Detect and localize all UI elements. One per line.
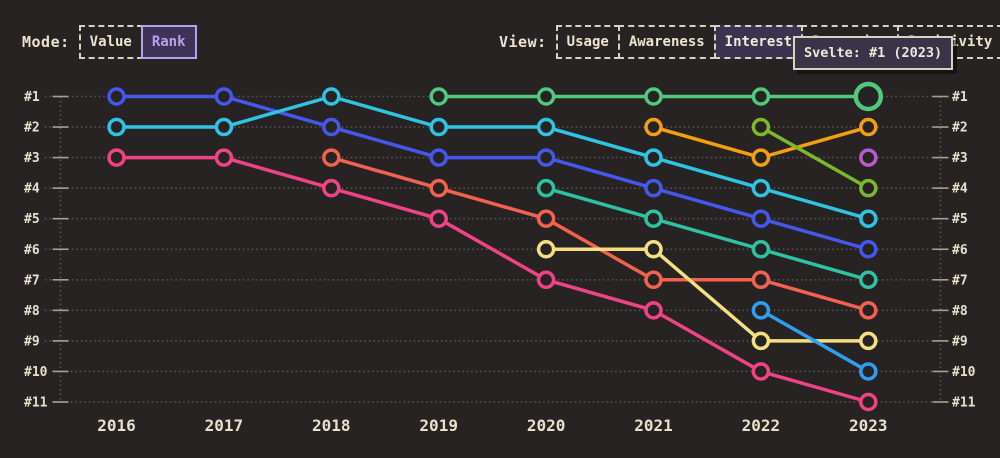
data-point[interactable] <box>751 87 771 106</box>
data-point[interactable] <box>107 87 126 106</box>
series-line-cyan <box>116 94 869 221</box>
data-point[interactable] <box>644 87 663 106</box>
data-point[interactable] <box>536 270 556 290</box>
data-point[interactable] <box>751 362 771 381</box>
data-point[interactable] <box>859 362 878 381</box>
rank-label-left: #7 <box>24 273 40 288</box>
rank-label-right: #9 <box>952 334 968 349</box>
rank-label-right: #3 <box>952 151 968 166</box>
data-point[interactable] <box>429 178 448 198</box>
data-point[interactable] <box>107 117 126 137</box>
data-point[interactable] <box>214 148 234 167</box>
data-point[interactable] <box>536 240 556 259</box>
data-point[interactable] <box>644 301 663 320</box>
tooltip: Svelte: #1 (2023) <box>793 36 954 70</box>
data-point[interactable] <box>429 209 448 228</box>
data-point[interactable] <box>751 240 771 259</box>
data-point[interactable] <box>644 240 663 259</box>
rank-label-left: #10 <box>24 365 48 380</box>
data-point[interactable] <box>859 117 878 137</box>
rank-label-right: #8 <box>952 304 968 319</box>
rank-label-right: #1 <box>952 90 968 105</box>
data-point[interactable] <box>322 87 341 106</box>
data-point[interactable] <box>644 178 663 198</box>
year-label: 2023 <box>849 416 888 435</box>
data-point[interactable] <box>751 209 771 228</box>
year-label: 2022 <box>742 416 781 435</box>
series-line-teal <box>545 186 869 282</box>
series-line-lime <box>760 125 870 190</box>
data-point[interactable] <box>107 148 126 167</box>
rank-label-left: #8 <box>24 304 40 319</box>
view-label: View: <box>499 33 547 51</box>
data-point[interactable] <box>859 178 878 198</box>
data-point[interactable] <box>214 87 234 106</box>
data-point[interactable] <box>322 117 341 137</box>
data-point[interactable] <box>214 117 234 137</box>
data-point[interactable] <box>322 178 341 198</box>
rank-label-left: #6 <box>24 243 40 258</box>
rank-label-left: #2 <box>24 121 40 136</box>
data-point[interactable] <box>859 240 878 259</box>
data-point[interactable] <box>536 209 556 228</box>
view-awareness-button[interactable]: Awareness <box>617 25 716 59</box>
data-point[interactable] <box>644 209 663 228</box>
year-label: 2018 <box>312 416 351 435</box>
data-point[interactable] <box>751 148 771 167</box>
view-interest-button[interactable]: Interest <box>713 25 804 59</box>
rank-label-right: #10 <box>952 365 976 380</box>
year-label: 2017 <box>205 416 244 435</box>
rank-label-right: #7 <box>952 273 968 288</box>
rank-label-right: #2 <box>952 121 968 136</box>
data-point[interactable] <box>751 331 771 351</box>
data-point[interactable] <box>536 178 556 198</box>
data-point[interactable] <box>644 148 663 167</box>
data-point[interactable] <box>644 117 663 137</box>
year-label: 2016 <box>97 416 136 435</box>
rank-label-right: #4 <box>952 182 968 197</box>
highlighted-data-point[interactable] <box>853 81 884 112</box>
data-point[interactable] <box>536 117 556 137</box>
data-point[interactable] <box>644 270 663 290</box>
year-label: 2021 <box>634 416 673 435</box>
rank-label-left: #11 <box>24 396 48 411</box>
data-point[interactable] <box>751 270 771 290</box>
rank-label-left: #4 <box>24 182 40 197</box>
mode-toggle-group: Mode: Value Rank <box>22 25 197 59</box>
data-point[interactable] <box>322 148 341 167</box>
rank-label-right: #5 <box>952 212 968 227</box>
series-line-blue <box>116 94 869 251</box>
rank-label-left: #9 <box>24 334 40 349</box>
series-line-red <box>330 155 869 313</box>
rank-label-right: #11 <box>952 396 976 411</box>
rank-label-left: #3 <box>24 151 40 166</box>
data-point[interactable] <box>751 178 771 198</box>
data-point[interactable] <box>859 331 878 351</box>
data-point[interactable] <box>751 117 771 137</box>
tooltip-text: Svelte: #1 (2023) <box>804 45 943 61</box>
data-point[interactable] <box>859 392 878 412</box>
mode-rank-button[interactable]: Rank <box>140 25 197 59</box>
data-point[interactable] <box>859 148 878 167</box>
mode-label: Mode: <box>22 33 70 51</box>
rank-label-right: #6 <box>952 243 968 258</box>
view-usage-button[interactable]: Usage <box>555 25 620 59</box>
mode-value-button[interactable]: Value <box>78 25 143 59</box>
data-point[interactable] <box>536 148 556 167</box>
rank-label-left: #5 <box>24 212 40 227</box>
data-point[interactable] <box>859 209 878 228</box>
data-point[interactable] <box>429 117 448 137</box>
year-label: 2020 <box>527 416 566 435</box>
data-point[interactable] <box>859 301 878 320</box>
series-line-pink <box>116 155 869 404</box>
series-line-light-blue <box>760 308 870 373</box>
data-point[interactable] <box>429 148 448 167</box>
rank-label-left: #1 <box>24 90 40 105</box>
data-point[interactable] <box>429 87 448 106</box>
year-label: 2019 <box>419 416 458 435</box>
data-point[interactable] <box>859 270 878 290</box>
data-point[interactable] <box>536 87 556 106</box>
data-point[interactable] <box>751 301 771 320</box>
